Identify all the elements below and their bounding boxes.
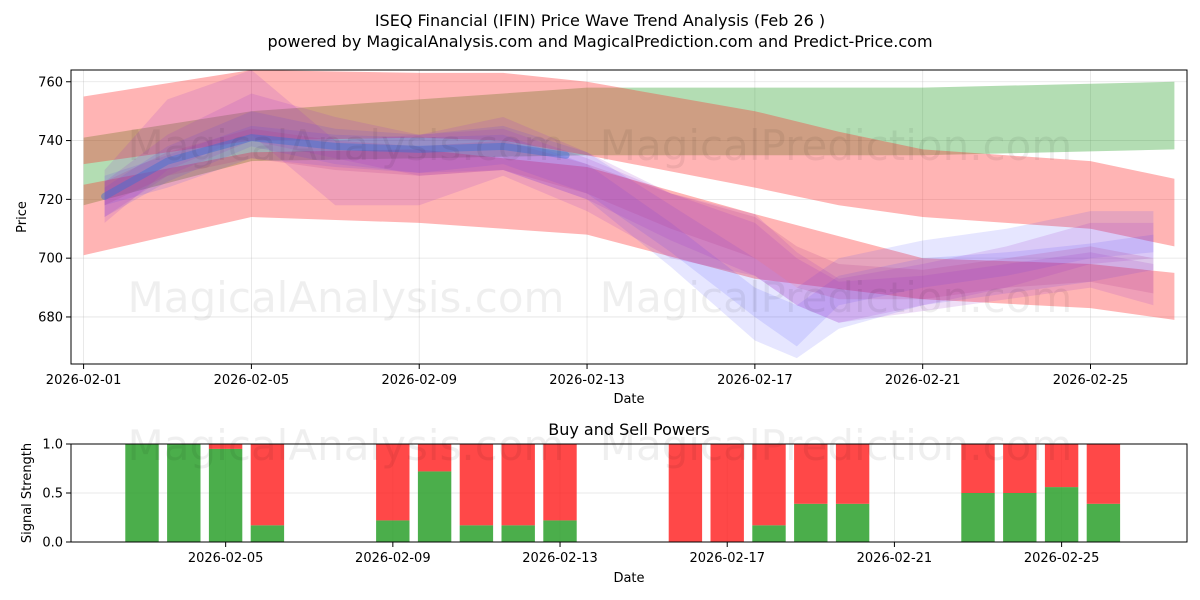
blue-wave-1-band xyxy=(104,125,1154,359)
watermark-text: MagicalAnalysis.com xyxy=(128,421,565,470)
purple-wave-1-band xyxy=(104,70,1154,323)
buy-bar xyxy=(376,520,410,542)
red-channel-top-band xyxy=(83,70,1175,247)
buy-bar xyxy=(961,493,995,542)
buy-bar xyxy=(1086,503,1121,542)
sell-bar xyxy=(376,444,410,521)
signal-x-tick-label: 2026-02-21 xyxy=(857,551,933,566)
sell-bar xyxy=(1044,444,1079,488)
signal-chart: Buy and Sell Powers MagicalAnalysis.com … xyxy=(20,420,1188,586)
buy-bar xyxy=(794,503,828,542)
buy-bar xyxy=(1003,493,1037,542)
price-watermarks: MagicalAnalysis.com MagicalPrediction.co… xyxy=(128,121,1073,322)
blue-mean-line xyxy=(101,134,570,200)
price-x-label: Date xyxy=(613,392,644,407)
sell-bar xyxy=(835,444,870,504)
buy-bar xyxy=(167,444,201,542)
sell-bar xyxy=(961,444,995,493)
signal-x-tick-label: 2026-02-05 xyxy=(188,551,264,566)
sell-bar xyxy=(752,444,786,526)
sell-bar xyxy=(417,444,452,472)
buy-bar xyxy=(208,448,243,542)
signal-bars xyxy=(125,444,1121,542)
price-y-tick-label: 680 xyxy=(38,310,63,325)
signal-x-label: Date xyxy=(613,571,644,586)
buy-bar xyxy=(543,520,577,542)
watermark-text: MagicalPrediction.com xyxy=(600,421,1073,470)
signal-y-tick-label: 0.0 xyxy=(42,536,63,551)
price-x-tick-label: 2026-02-25 xyxy=(1053,373,1129,388)
watermark-text: MagicalPrediction.com xyxy=(600,121,1073,170)
watermark-text: MagicalAnalysis.com xyxy=(128,121,565,170)
price-x-tick-label: 2026-02-01 xyxy=(46,373,122,388)
price-x-tick-label: 2026-02-21 xyxy=(885,373,961,388)
signal-x-axis: 2026-02-05 2026-02-09 2026-02-13 2026-02-17… xyxy=(188,542,1100,566)
sell-bar xyxy=(501,444,535,526)
purple-wave-3-band xyxy=(104,128,1154,300)
price-x-axis: 2026-02-01 2026-02-05 2026-02-09 2026-02-13… xyxy=(46,364,1128,388)
price-lines xyxy=(101,134,570,200)
price-x-tick-label: 2026-02-05 xyxy=(214,373,290,388)
sell-bar xyxy=(459,444,494,526)
buy-bar xyxy=(459,525,494,542)
price-y-tick-label: 700 xyxy=(38,252,63,267)
sell-bar xyxy=(543,444,577,521)
sell-bar xyxy=(250,444,285,526)
chart-subtitle: powered by MagicalAnalysis.com and Magic… xyxy=(267,32,932,51)
watermark-text: MagicalPrediction.com xyxy=(600,273,1073,322)
signal-x-tick-label: 2026-02-17 xyxy=(689,551,765,566)
signal-x-tick-label: 2026-02-09 xyxy=(355,551,431,566)
price-x-tick-label: 2026-02-09 xyxy=(381,373,457,388)
sell-bar xyxy=(1003,444,1037,493)
price-y-tick-label: 720 xyxy=(38,193,63,208)
buy-bar xyxy=(501,525,535,542)
price-plot-frame xyxy=(70,69,1188,365)
purple-wave-2-band xyxy=(104,93,1154,323)
sell-bar xyxy=(710,444,744,542)
signal-y-tick-label: 0.5 xyxy=(42,487,63,502)
sell-bar xyxy=(668,444,703,542)
buy-bar xyxy=(835,503,870,542)
price-y-tick-label: 740 xyxy=(38,134,63,149)
price-x-tick-label: 2026-02-13 xyxy=(549,373,625,388)
signal-y-tick-label: 1.0 xyxy=(42,438,63,453)
red-channel-bottom-band xyxy=(83,149,1175,320)
price-grid xyxy=(71,70,1187,364)
signal-y-label: Signal Strength xyxy=(20,443,35,543)
signal-y-axis: 0.0 0.5 1.0 xyxy=(42,438,71,551)
buy-bar xyxy=(250,525,285,542)
buy-bar xyxy=(125,444,159,542)
buy-bar xyxy=(417,471,452,542)
sell-bar xyxy=(794,444,828,504)
buy-bar xyxy=(752,525,786,542)
chart-title: ISEQ Financial (IFIN) Price Wave Trend A… xyxy=(375,11,825,30)
signal-x-tick-label: 2026-02-25 xyxy=(1024,551,1100,566)
watermark-text: MagicalAnalysis.com xyxy=(128,273,565,322)
sell-bar xyxy=(208,444,243,449)
price-y-axis: 680 700 720 740 760 xyxy=(38,75,71,325)
price-bands xyxy=(83,70,1175,359)
signal-x-tick-label: 2026-02-13 xyxy=(522,551,598,566)
signal-title: Buy and Sell Powers xyxy=(548,420,710,439)
price-y-tick-label: 760 xyxy=(38,75,63,90)
blue-wave-2-band xyxy=(104,111,1154,347)
sell-bar xyxy=(1086,444,1121,504)
buy-bar xyxy=(1044,487,1079,542)
price-x-tick-label: 2026-02-17 xyxy=(717,373,793,388)
green-channel-band xyxy=(83,81,1175,206)
price-y-label: Price xyxy=(15,201,30,233)
signal-watermarks: MagicalAnalysis.com MagicalPrediction.co… xyxy=(128,421,1073,470)
price-chart: MagicalAnalysis.com MagicalPrediction.co… xyxy=(15,69,1188,407)
